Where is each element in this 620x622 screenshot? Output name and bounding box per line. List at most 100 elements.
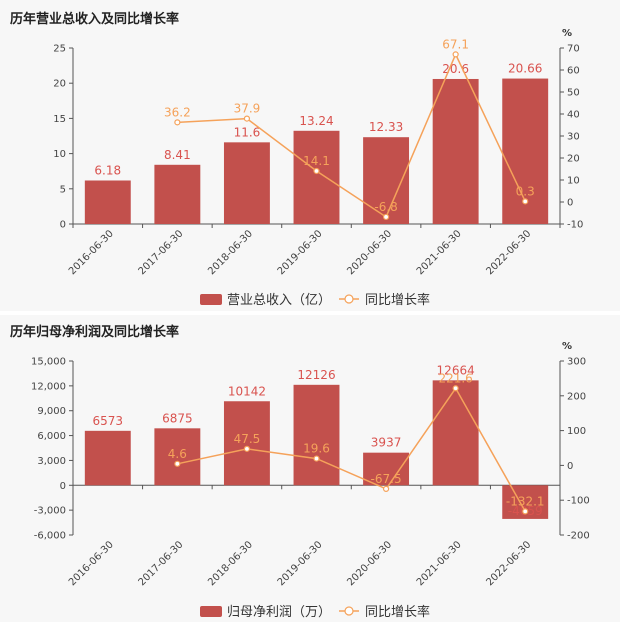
right-axis-tick-label: 10 <box>567 176 580 187</box>
bar-value-label: 3937 <box>371 436 402 450</box>
x-axis-tick-label: 2017-06-30 <box>137 539 186 588</box>
right-axis-tick-label: 300 <box>567 357 586 368</box>
right-axis-tick-label: 50 <box>567 88 580 99</box>
growth-rate-line <box>177 52 526 219</box>
x-axis-tick-label: 2017-06-30 <box>137 228 186 277</box>
right-axis-tick-label: -100 <box>567 496 590 507</box>
growth-rate-label: 36.2 <box>164 105 191 119</box>
right-axis-tick-label: 30 <box>567 132 580 143</box>
x-axis-tick-label: 2019-06-30 <box>276 228 325 277</box>
growth-rate-point <box>452 385 459 392</box>
growth-rate-point <box>452 51 459 58</box>
x-axis-tick-label: 2016-06-30 <box>67 539 116 588</box>
bar <box>84 180 131 224</box>
left-axis-tick-label: 15 <box>53 114 66 125</box>
legend-line-label: 同比增长率 <box>365 292 430 308</box>
bar-value-label: 10142 <box>228 384 266 398</box>
growth-rate-point <box>522 198 529 205</box>
left-axis-tick-label: 10 <box>53 149 66 160</box>
revenue-chart-svg: 0 5 10 15 20 25 -10 0 10 20 30 40 50 60 70% 2016-06-30 2… <box>53 28 583 308</box>
growth-rate-label: 37.9 <box>234 102 261 116</box>
legend-line-label: 同比增长率 <box>365 604 430 620</box>
left-axis-tick-label: 15,000 <box>31 357 66 368</box>
left-axis-tick-label: 3,000 <box>37 456 66 467</box>
right-axis-tick-label: 20 <box>567 154 580 165</box>
growth-rate-point <box>174 460 181 467</box>
growth-rate-point <box>522 508 529 515</box>
bar <box>293 384 340 486</box>
left-axis-tick-label: -3,000 <box>34 506 66 517</box>
bar <box>223 401 270 486</box>
legend-bar-swatch <box>200 294 222 305</box>
growth-rate-point <box>313 167 320 175</box>
growth-rate-label: -6.8 <box>374 200 397 214</box>
right-axis-tick-label: 40 <box>567 110 580 121</box>
growth-rate-point <box>174 119 181 126</box>
right-axis-tick-label: -200 <box>567 531 590 542</box>
bar <box>432 380 479 486</box>
growth-rate-label: 221.6 <box>438 371 472 385</box>
growth-rate-point <box>382 485 390 492</box>
bar-value-label: 6573 <box>93 414 124 428</box>
legend-line-marker <box>344 294 354 304</box>
left-axis-tick-label: 5 <box>60 184 66 195</box>
bar <box>293 130 340 224</box>
growth-rate-label: 0.3 <box>516 184 535 198</box>
x-axis-tick-label: 2018-06-30 <box>206 228 255 277</box>
right-axis-tick-label: 60 <box>567 66 580 77</box>
growth-rate-label: 4.6 <box>168 447 187 461</box>
revenue-chart-panel: 历年营业总收入及同比增长率 0 5 10 15 20 25 -10 0 10 20 30 40 50 60… <box>10 12 584 308</box>
x-axis-tick-label: 2020-06-30 <box>345 539 394 588</box>
bar-value-label: 20.66 <box>508 62 542 76</box>
left-axis-tick-label: 25 <box>53 44 66 55</box>
right-axis-tick-label: 0 <box>567 461 573 472</box>
bar <box>363 452 410 486</box>
growth-rate-line <box>177 386 526 512</box>
left-axis-tick-label: 20 <box>53 79 66 90</box>
left-axis-tick-label: 12,000 <box>31 381 66 392</box>
growth-rate-label: -67.5 <box>371 472 402 486</box>
right-axis-unit: % <box>562 341 572 352</box>
x-axis-tick-label: 2020-06-30 <box>345 228 394 277</box>
bar-value-label: 11.6 <box>234 125 261 139</box>
left-axis-tick-label: 0 <box>60 481 66 492</box>
legend-bar-swatch <box>200 606 222 617</box>
left-axis-tick-label: -6,000 <box>34 531 66 542</box>
bar-value-label: 8.41 <box>164 148 191 162</box>
bar <box>154 164 201 224</box>
profit-chart-svg: -6,000 -3,000 0 3,000 6,000 9,000 12,000 15,000… <box>31 341 590 620</box>
profit-chart-panel: 历年归母净利润及同比增长率 -6,000 -3,000 0 3,000 6,000 9,0… <box>0 315 620 622</box>
growth-rate-label: 19.6 <box>303 442 330 456</box>
legend-bar-label: 归母净利润（万） <box>227 605 331 620</box>
bar <box>84 430 131 486</box>
growth-rate-label: 14.1 <box>303 154 330 168</box>
growth-rate-point <box>243 115 251 122</box>
x-axis-tick-label: 2018-06-30 <box>206 539 255 588</box>
bar <box>223 142 270 224</box>
right-axis-tick-label: 200 <box>567 391 586 402</box>
left-axis-tick-label: 6,000 <box>37 431 66 442</box>
growth-rate-label: -132.1 <box>506 494 545 508</box>
bar <box>154 428 201 486</box>
bar-value-label: 6.18 <box>94 163 121 177</box>
bar-value-label: 6875 <box>162 411 193 425</box>
chart-title: 历年营业总收入及同比增长率 <box>10 12 180 27</box>
right-axis-tick-label: 0 <box>567 198 573 209</box>
growth-rate-label: 47.5 <box>234 432 261 446</box>
chart-title: 历年归母净利润及同比增长率 <box>10 325 180 340</box>
x-axis-tick-label: 2022-06-30 <box>484 539 533 588</box>
left-axis-tick-label: 9,000 <box>37 406 66 417</box>
right-axis-tick-label: 100 <box>567 426 586 437</box>
bar-value-label: 20.6 <box>442 62 469 76</box>
growth-rate-label: 67.1 <box>442 37 469 51</box>
bar-value-label: 12.33 <box>369 120 403 134</box>
x-axis-tick-label: 2022-06-30 <box>484 228 533 277</box>
right-axis-tick-label: 70 <box>567 44 580 55</box>
x-axis-tick-label: 2021-06-30 <box>415 539 464 588</box>
bar-value-label: 12126 <box>297 368 335 382</box>
growth-rate-point <box>313 455 320 462</box>
growth-rate-point <box>243 445 251 452</box>
legend-line-marker <box>344 606 354 616</box>
legend-bar-label: 营业总收入（亿） <box>227 293 331 308</box>
bar-value-label: 12664 <box>437 363 475 377</box>
